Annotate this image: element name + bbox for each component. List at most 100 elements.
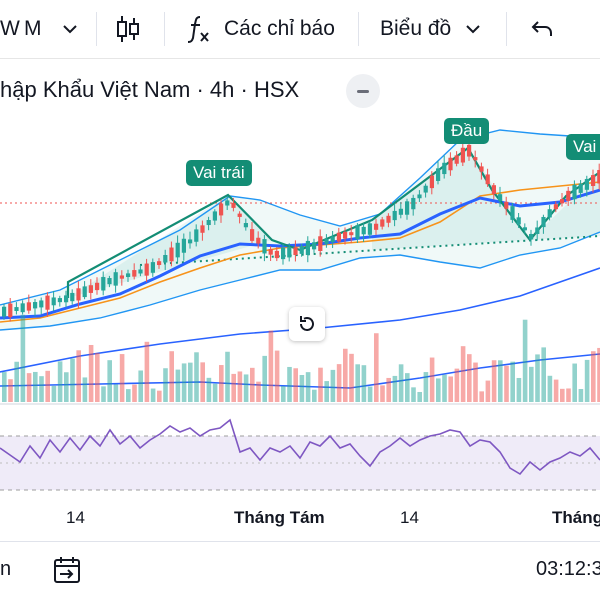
reset-icon — [300, 316, 314, 331]
volume-bar — [76, 350, 81, 402]
bollinger-upper — [0, 129, 600, 306]
volume-bar — [584, 359, 590, 402]
volume-bar — [2, 372, 7, 402]
volume-bar — [200, 362, 205, 402]
volume-bar — [454, 368, 460, 402]
rsi-line — [0, 418, 600, 476]
volume-bar — [467, 354, 472, 402]
candle-body — [541, 216, 546, 228]
candle-body — [398, 208, 403, 215]
candle-body — [20, 303, 25, 313]
candle-body — [510, 206, 515, 220]
volume-bar — [70, 358, 75, 402]
candle-body — [386, 215, 391, 223]
candle-body — [361, 226, 366, 235]
candle-body — [212, 211, 217, 221]
volume-bar — [219, 365, 224, 402]
volume-bar — [256, 381, 261, 402]
candle-body — [423, 185, 428, 193]
volume-bar — [485, 380, 491, 402]
volume-bar — [57, 361, 63, 402]
volume-bar — [237, 371, 243, 402]
volume-bar — [541, 347, 546, 402]
volume-bar — [163, 368, 168, 402]
volume-bar — [411, 387, 416, 402]
candle-body — [374, 223, 379, 230]
candle-body — [293, 247, 298, 256]
candle-body — [126, 273, 131, 278]
volume-bar — [45, 370, 50, 402]
candle-body — [485, 174, 490, 185]
volume-bar — [8, 379, 13, 402]
volume-bar — [281, 386, 286, 402]
candle-body — [504, 201, 509, 209]
interval-w-button[interactable]: W — [0, 0, 20, 58]
candle-body — [237, 213, 242, 217]
calendar-goto-icon — [54, 557, 80, 583]
volume-bar — [107, 360, 112, 402]
pattern-label-head[interactable]: Đầu — [444, 118, 490, 144]
volume-bar — [175, 369, 181, 402]
symbol-title[interactable]: hập Khẩu Việt Nam · 4h · HSX — [0, 70, 299, 110]
candle-body — [547, 209, 552, 218]
candle-body — [219, 203, 224, 216]
candle-body — [169, 247, 174, 262]
candle-body — [529, 233, 534, 240]
candle-body — [225, 200, 230, 206]
volume-bar — [547, 375, 553, 402]
bottom-bar: n 03:12:3 — [0, 541, 600, 601]
reset-chart-button[interactable] — [289, 307, 325, 341]
volume-bar — [82, 377, 88, 402]
candle-body — [405, 201, 410, 215]
undo-button[interactable] — [530, 0, 554, 58]
volume-bar — [349, 353, 354, 402]
indicators-button[interactable]: Các chỉ báo — [186, 0, 335, 58]
volume-bar — [578, 389, 584, 402]
interval-dropdown-button[interactable] — [62, 0, 78, 58]
volume-bar — [39, 376, 44, 402]
candle-body — [473, 157, 478, 161]
candle-body — [157, 261, 162, 266]
volume-bar — [113, 384, 119, 402]
chart-style-button[interactable] — [116, 0, 140, 58]
interval-m-label: M — [24, 17, 42, 40]
candle-body — [324, 239, 329, 244]
pattern-label-right-shoulder[interactable]: Vai — [566, 134, 600, 160]
collapse-legend-button[interactable] — [346, 74, 380, 108]
volume-bar — [367, 386, 373, 402]
ma-long-line — [0, 267, 600, 373]
candle-body — [572, 184, 577, 200]
volume-bar — [516, 377, 522, 402]
head-text: Đầu — [451, 121, 483, 140]
volume-bar — [448, 376, 453, 402]
candle-body — [57, 298, 62, 303]
chart-type-dropdown[interactable]: Biểu đồ — [380, 0, 481, 58]
volume-bar — [336, 364, 342, 402]
interval-w-label: W — [0, 17, 20, 40]
candle-body — [591, 175, 596, 187]
symbol-title-text: hập Khẩu Việt Nam · 4h · HSX — [0, 77, 300, 102]
candlestick-icon — [117, 16, 139, 42]
candle-body — [491, 185, 496, 195]
volume-bar — [225, 351, 230, 402]
price-chart-canvas[interactable] — [0, 110, 600, 502]
volume-bar — [522, 319, 528, 402]
interval-m-button[interactable]: M — [24, 0, 42, 58]
candle-body — [150, 262, 155, 273]
volume-bar — [560, 388, 565, 402]
candle-body — [26, 302, 31, 311]
volume-bar — [312, 389, 317, 402]
candle-body — [560, 199, 565, 204]
volume-bar — [491, 360, 497, 402]
volume-bar — [181, 363, 187, 402]
candle-body — [256, 237, 261, 244]
candle-body — [8, 303, 13, 318]
candle-body — [287, 247, 292, 258]
volume-bar — [460, 346, 466, 402]
volume-bar — [572, 363, 577, 402]
volume-bar — [51, 385, 57, 402]
volume-bar — [374, 333, 379, 402]
pattern-label-left-shoulder[interactable]: Vai trái — [186, 160, 252, 186]
go-to-date-button[interactable] — [52, 555, 82, 590]
volume-bar — [119, 354, 125, 402]
